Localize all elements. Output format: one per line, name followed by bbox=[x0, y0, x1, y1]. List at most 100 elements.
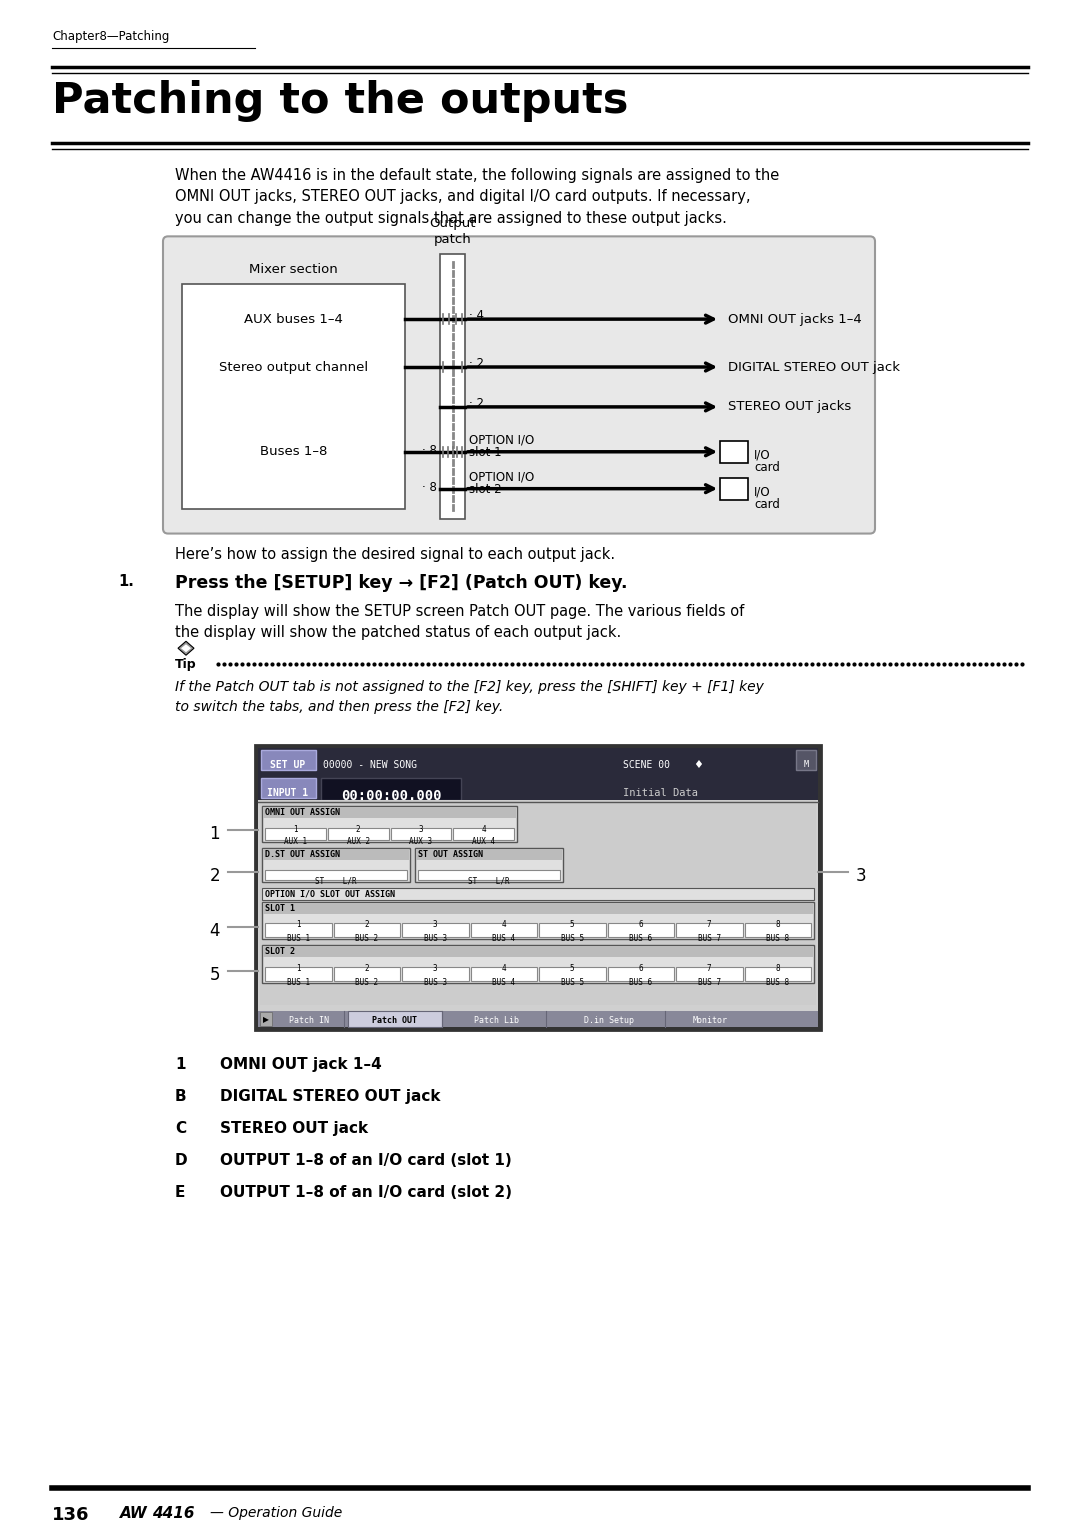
Bar bbox=[260, 799, 816, 1005]
Text: SET UP: SET UP bbox=[270, 759, 306, 770]
Bar bbox=[183, 284, 405, 509]
Text: BUS 1: BUS 1 bbox=[286, 935, 310, 943]
Text: ST    L/R: ST L/R bbox=[469, 877, 510, 886]
Bar bbox=[348, 1012, 442, 1027]
Text: 1.: 1. bbox=[118, 575, 134, 590]
Text: OPTION I/O SLOT OUT ASSIGN: OPTION I/O SLOT OUT ASSIGN bbox=[265, 889, 395, 898]
Text: OUTPUT 1–8 of an I/O card (slot 2): OUTPUT 1–8 of an I/O card (slot 2) bbox=[220, 1184, 512, 1199]
Text: — Operation Guide: — Operation Guide bbox=[210, 1507, 342, 1520]
Text: 3: 3 bbox=[433, 920, 437, 929]
Text: DIGITAL STEREO OUT jack: DIGITAL STEREO OUT jack bbox=[728, 361, 900, 373]
Text: slot 1: slot 1 bbox=[469, 446, 501, 458]
Text: OUTPUT 1–8 of an I/O card (slot 1): OUTPUT 1–8 of an I/O card (slot 1) bbox=[220, 1152, 512, 1167]
Text: 00000 - NEW SONG: 00000 - NEW SONG bbox=[323, 759, 417, 770]
Text: card: card bbox=[754, 498, 780, 510]
Bar bbox=[262, 946, 814, 984]
Text: · 2: · 2 bbox=[469, 397, 484, 410]
Text: 6: 6 bbox=[638, 920, 643, 929]
Bar bbox=[265, 967, 332, 981]
Text: BUS 6: BUS 6 bbox=[630, 978, 652, 987]
Text: ST    L/R: ST L/R bbox=[315, 877, 356, 886]
Bar bbox=[334, 967, 400, 981]
Text: M: M bbox=[804, 759, 809, 769]
Bar bbox=[265, 869, 407, 880]
Text: Buses 1–8: Buses 1–8 bbox=[260, 445, 327, 458]
Bar bbox=[676, 923, 743, 938]
Bar bbox=[258, 749, 818, 1027]
Text: 5: 5 bbox=[570, 920, 575, 929]
Text: Monitor: Monitor bbox=[693, 1016, 728, 1025]
Text: D.in Setup: D.in Setup bbox=[584, 1016, 634, 1025]
Text: AUX 3: AUX 3 bbox=[409, 837, 432, 845]
Text: 2: 2 bbox=[364, 920, 369, 929]
Bar bbox=[262, 848, 410, 882]
Bar bbox=[402, 923, 469, 938]
Polygon shape bbox=[181, 645, 191, 652]
Text: OPTION I/O: OPTION I/O bbox=[469, 471, 535, 484]
Text: · 2: · 2 bbox=[469, 358, 484, 370]
Text: Tip: Tip bbox=[175, 659, 197, 671]
Text: 5: 5 bbox=[210, 966, 220, 984]
Text: BUS 8: BUS 8 bbox=[766, 935, 789, 943]
Bar bbox=[454, 828, 514, 840]
Text: BUS 3: BUS 3 bbox=[423, 935, 447, 943]
Bar bbox=[418, 869, 561, 880]
Text: BUS 7: BUS 7 bbox=[698, 978, 720, 987]
Bar bbox=[258, 749, 818, 799]
Text: 4: 4 bbox=[482, 825, 486, 834]
Text: 4: 4 bbox=[501, 920, 507, 929]
Text: 2: 2 bbox=[210, 866, 220, 885]
Text: Patch Lib: Patch Lib bbox=[473, 1016, 518, 1025]
Text: Patch OUT: Patch OUT bbox=[373, 1016, 418, 1025]
Text: 1: 1 bbox=[296, 920, 300, 929]
Text: AUX 2: AUX 2 bbox=[347, 837, 369, 845]
Text: 7: 7 bbox=[707, 964, 712, 973]
Text: Patching to the outputs: Patching to the outputs bbox=[52, 79, 629, 122]
Text: 00:00:00.000: 00:00:00.000 bbox=[341, 788, 442, 802]
Bar bbox=[255, 746, 821, 1030]
Text: 3: 3 bbox=[433, 964, 437, 973]
Text: OPTION I/O: OPTION I/O bbox=[469, 434, 535, 446]
Text: 8: 8 bbox=[775, 964, 780, 973]
Text: When the AW4416 is in the default state, the following signals are assigned to t: When the AW4416 is in the default state,… bbox=[175, 168, 780, 182]
Text: 8: 8 bbox=[775, 920, 780, 929]
Bar bbox=[334, 923, 400, 938]
Text: Patch IN: Patch IN bbox=[289, 1016, 329, 1025]
Text: D.ST OUT ASSIGN: D.ST OUT ASSIGN bbox=[265, 850, 340, 859]
Text: 4: 4 bbox=[501, 964, 507, 973]
Text: I/O: I/O bbox=[754, 449, 771, 461]
Text: BUS 8: BUS 8 bbox=[766, 978, 789, 987]
Bar bbox=[264, 807, 516, 817]
Text: Mixer section: Mixer section bbox=[249, 263, 338, 277]
Text: the display will show the patched status of each output jack.: the display will show the patched status… bbox=[175, 625, 621, 640]
Text: OMNI OUT jacks, STEREO OUT jacks, and digital I/O card outputs. If necessary,: OMNI OUT jacks, STEREO OUT jacks, and di… bbox=[175, 189, 751, 205]
Text: BUS 3: BUS 3 bbox=[423, 978, 447, 987]
Text: 2: 2 bbox=[355, 825, 361, 834]
Text: 136: 136 bbox=[52, 1507, 90, 1523]
Text: · 8: · 8 bbox=[422, 443, 437, 457]
Text: BUS 1: BUS 1 bbox=[286, 978, 310, 987]
Bar bbox=[720, 440, 748, 463]
Text: · 4: · 4 bbox=[469, 309, 484, 322]
Text: 1: 1 bbox=[210, 825, 220, 843]
Text: 3: 3 bbox=[856, 866, 866, 885]
Bar bbox=[607, 923, 674, 938]
Bar bbox=[471, 967, 537, 981]
Text: C: C bbox=[175, 1122, 186, 1135]
Text: 1: 1 bbox=[296, 964, 300, 973]
Text: STEREO OUT jack: STEREO OUT jack bbox=[220, 1122, 368, 1135]
Text: OMNI OUT jacks 1–4: OMNI OUT jacks 1–4 bbox=[728, 313, 862, 325]
Text: AUX 4: AUX 4 bbox=[472, 837, 496, 845]
Text: ▶: ▶ bbox=[264, 1015, 269, 1024]
Text: 6: 6 bbox=[638, 964, 643, 973]
Text: slot 2: slot 2 bbox=[469, 483, 501, 495]
Bar bbox=[265, 923, 332, 938]
Text: E: E bbox=[175, 1184, 186, 1199]
Text: Chapter8—Patching: Chapter8—Patching bbox=[52, 31, 170, 43]
FancyBboxPatch shape bbox=[163, 237, 875, 533]
Bar bbox=[265, 828, 326, 840]
Text: Output
patch: Output patch bbox=[429, 217, 476, 246]
Text: STEREO OUT jacks: STEREO OUT jacks bbox=[728, 400, 851, 414]
Bar bbox=[262, 902, 814, 940]
Polygon shape bbox=[178, 642, 194, 656]
